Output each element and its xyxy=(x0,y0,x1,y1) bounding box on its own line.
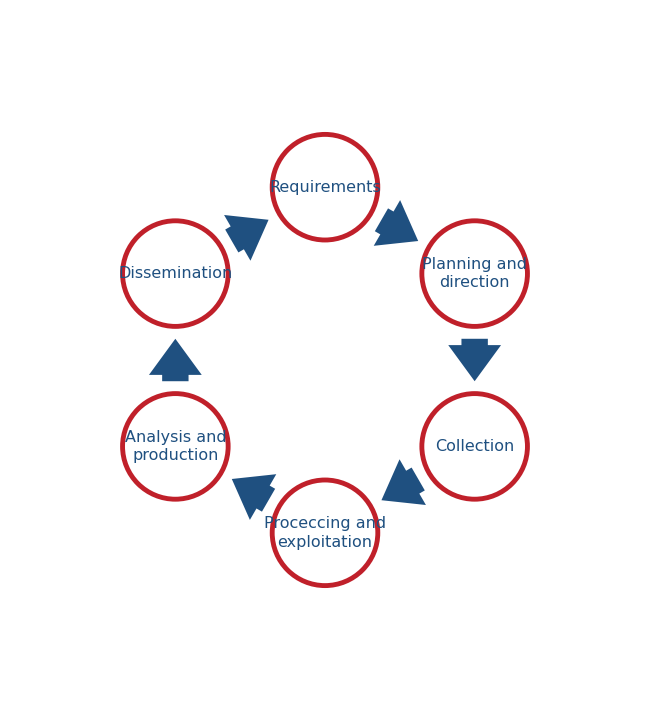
FancyArrowPatch shape xyxy=(382,459,426,505)
FancyArrowPatch shape xyxy=(232,474,276,520)
Text: Proceccing and
exploitation: Proceccing and exploitation xyxy=(264,516,386,549)
Text: Requirements: Requirements xyxy=(269,180,381,194)
Circle shape xyxy=(422,221,527,326)
FancyArrowPatch shape xyxy=(374,200,418,246)
Circle shape xyxy=(272,480,378,585)
Circle shape xyxy=(123,221,228,326)
Text: Collection: Collection xyxy=(435,439,514,454)
Text: Dissemination: Dissemination xyxy=(118,266,233,281)
FancyArrowPatch shape xyxy=(224,215,268,261)
Circle shape xyxy=(123,394,228,499)
Text: Analysis and
production: Analysis and production xyxy=(125,430,226,463)
FancyArrowPatch shape xyxy=(149,339,202,381)
Text: Planning and
direction: Planning and direction xyxy=(422,257,527,290)
FancyArrowPatch shape xyxy=(448,339,501,381)
Circle shape xyxy=(272,135,378,240)
Circle shape xyxy=(422,394,527,499)
